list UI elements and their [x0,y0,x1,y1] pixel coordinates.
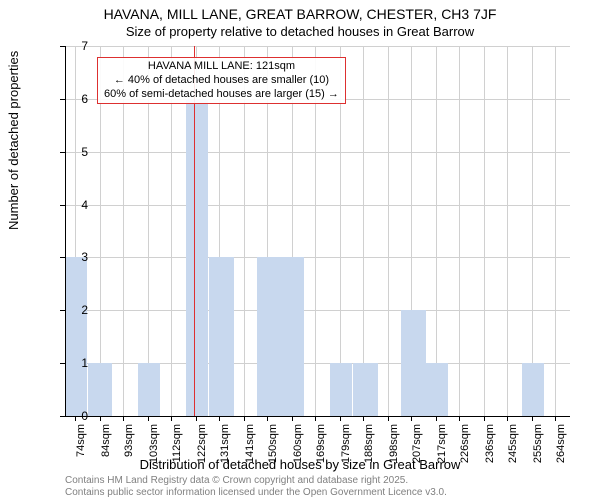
histogram-bar [88,363,113,416]
grid-line-v [555,46,556,416]
y-tick-label: 1 [48,356,88,370]
histogram-bar [65,257,87,416]
grid-line-v [363,46,364,416]
grid-line-h [65,46,570,47]
legend-line-1: HAVANA MILL LANE: 121sqm [104,60,339,74]
title-main: HAVANA, MILL LANE, GREAT BARROW, CHESTER… [0,6,600,22]
chart-container: HAVANA, MILL LANE, GREAT BARROW, CHESTER… [0,0,600,500]
legend-line-3: 60% of semi-detached houses are larger (… [104,88,339,102]
grid-line-h [65,257,570,258]
grid-line-v [507,46,508,416]
histogram-bar [257,257,282,416]
legend-box: HAVANA MILL LANE: 121sqm← 40% of detache… [97,57,346,104]
histogram-bar [138,363,160,416]
y-tick-label: 7 [48,39,88,53]
title-sub: Size of property relative to detached ho… [0,24,600,39]
footer-line-2: Contains public sector information licen… [65,487,447,498]
x-axis-label: Distribution of detached houses by size … [0,457,600,472]
plot-area: 74sqm84sqm93sqm103sqm112sqm122sqm131sqm1… [65,46,570,416]
grid-line-v [436,46,437,416]
histogram-bar [282,257,304,416]
histogram-bar [186,99,208,416]
histogram-bar [522,363,544,416]
legend-line-2: ← 40% of detached houses are smaller (10… [104,74,339,88]
grid-line-v [388,46,389,416]
grid-line-h [65,310,570,311]
y-tick-label: 2 [48,303,88,317]
histogram-bar [330,363,352,416]
grid-line-h [65,152,570,153]
footer-line-1: Contains HM Land Registry data © Crown c… [65,475,408,486]
y-tick-label: 4 [48,198,88,212]
y-tick-label: 6 [48,92,88,106]
grid-line-v [484,46,485,416]
y-tick-label: 5 [48,145,88,159]
grid-line-v [532,46,533,416]
histogram-bar [426,363,448,416]
y-tick-label: 3 [48,250,88,264]
y-axis-label: Number of detached properties [6,51,21,230]
histogram-bar [353,363,378,416]
grid-line-h [65,205,570,206]
grid-line-v [459,46,460,416]
histogram-bar [401,310,426,416]
histogram-bar [209,257,234,416]
y-tick-label: 0 [48,409,88,423]
x-axis-line [65,416,570,417]
